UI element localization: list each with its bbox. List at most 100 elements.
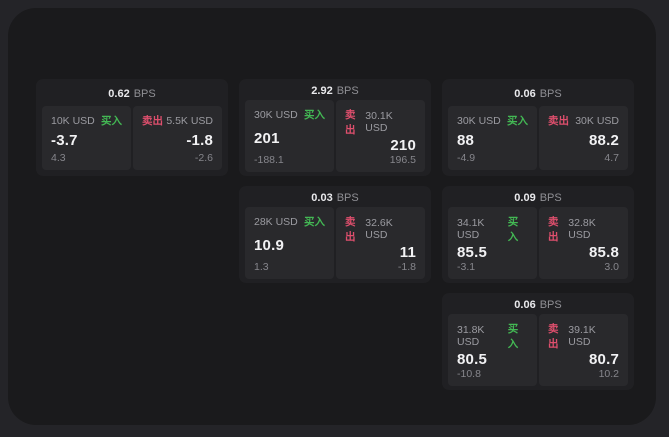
buy-amount: 30K USD (457, 114, 501, 127)
sell-side-label: 卖出 (142, 115, 163, 127)
price-panes: 34.1K USD 买入 85.5 -3.1 卖出 32.8K USD 85.8… (448, 207, 628, 279)
buy-pane[interactable]: 34.1K USD 买入 85.5 -3.1 (448, 207, 537, 279)
buy-side-label: 买入 (304, 216, 325, 228)
buy-price: 201 (254, 129, 280, 147)
buy-pane-header: 10K USD 买入 (51, 113, 122, 128)
buy-side-label: 买入 (101, 115, 122, 127)
bps-value: 2.92 (311, 85, 333, 97)
sell-amount: 30.1K USD (365, 110, 393, 134)
buy-price: 10.9 (254, 236, 284, 254)
buy-delta: 1.3 (254, 261, 269, 273)
buy-pane[interactable]: 30K USD 买入 201 -188.1 (245, 100, 334, 172)
sell-amount: 32.8K USD (568, 217, 596, 241)
buy-delta: 4.3 (51, 152, 66, 164)
sell-amount: 32.6K USD (365, 217, 393, 241)
sell-pane-header: 卖出 32.8K USD (548, 214, 619, 244)
bps-value: 0.62 (108, 88, 130, 100)
bps-unit-label: BPS (336, 85, 359, 97)
card-header: 0.03 BPS (245, 192, 425, 204)
bps-value: 0.09 (514, 192, 536, 204)
sell-pane[interactable]: 卖出 30K USD 88.2 4.7 (539, 106, 628, 170)
bps-unit-label: BPS (539, 88, 562, 100)
sell-pane[interactable]: 卖出 32.8K USD 85.8 3.0 (539, 207, 628, 279)
quote-card: 0.62 BPS 10K USD 买入 -3.7 4.3 卖出 5.5K USD… (36, 79, 228, 176)
bps-unit-label: BPS (539, 299, 562, 311)
sell-pane[interactable]: 卖出 30.1K USD 210 196.5 (336, 100, 425, 172)
buy-side-label: 买入 (507, 115, 528, 127)
bps-unit-label: BPS (539, 192, 562, 204)
buy-pane[interactable]: 28K USD 买入 10.9 1.3 (245, 207, 334, 279)
buy-delta: -188.1 (254, 154, 284, 166)
buy-pane-header: 30K USD 买入 (457, 113, 528, 128)
price-panes: 10K USD 买入 -3.7 4.3 卖出 5.5K USD -1.8 -2.… (42, 106, 222, 170)
buy-amount: 10K USD (51, 114, 95, 127)
bps-value: 0.06 (514, 299, 536, 311)
sell-pane[interactable]: 卖出 32.6K USD 11 -1.8 (336, 207, 425, 279)
sell-amount: 30K USD (575, 114, 619, 127)
card-header: 0.09 BPS (448, 192, 628, 204)
sell-pane[interactable]: 卖出 39.1K USD 80.7 10.2 (539, 314, 628, 386)
bps-unit-label: BPS (336, 192, 359, 204)
price-panes: 28K USD 买入 10.9 1.3 卖出 32.6K USD 11 -1.8 (245, 207, 425, 279)
buy-pane[interactable]: 31.8K USD 买入 80.5 -10.8 (448, 314, 537, 386)
bps-value: 0.06 (514, 88, 536, 100)
sell-price: 80.7 (589, 351, 619, 368)
sell-pane-header: 卖出 30K USD (548, 113, 619, 128)
price-panes: 31.8K USD 买入 80.5 -10.8 卖出 39.1K USD 80.… (448, 314, 628, 386)
sell-pane-header: 卖出 30.1K USD (345, 107, 416, 137)
buy-pane[interactable]: 30K USD 买入 88 -4.9 (448, 106, 537, 170)
buy-delta: -3.1 (457, 261, 476, 273)
sell-delta: -1.8 (397, 261, 416, 273)
sell-side-label: 卖出 (548, 323, 559, 350)
sell-side-label: 卖出 (548, 216, 559, 243)
price-panes: 30K USD 买入 88 -4.9 卖出 30K USD 88.2 4.7 (448, 106, 628, 170)
price-panes: 30K USD 买入 201 -188.1 卖出 30.1K USD 210 1… (245, 100, 425, 172)
sell-pane-header: 卖出 5.5K USD (142, 113, 213, 128)
buy-price: -3.7 (51, 131, 78, 149)
sell-amount: 39.1K USD (568, 324, 596, 348)
buy-price: 80.5 (457, 351, 487, 368)
buy-side-label: 买入 (304, 109, 325, 121)
sell-price: 11 (399, 244, 416, 261)
sell-side-label: 卖出 (345, 216, 356, 243)
buy-delta: -4.9 (457, 152, 476, 164)
buy-amount: 34.1K USD (457, 217, 485, 241)
buy-pane-header: 30K USD 买入 (254, 107, 325, 122)
app-panel: 0.62 BPS 10K USD 买入 -3.7 4.3 卖出 5.5K USD… (8, 8, 656, 425)
card-header: 2.92 BPS (245, 85, 425, 97)
sell-delta: 3.0 (604, 261, 619, 273)
bps-unit-label: BPS (133, 88, 156, 100)
quote-card: 0.03 BPS 28K USD 买入 10.9 1.3 卖出 32.6K US… (239, 186, 431, 283)
buy-pane-header: 31.8K USD 买入 (457, 321, 528, 351)
card-header: 0.06 BPS (448, 299, 628, 311)
buy-price: 88 (457, 131, 475, 149)
buy-amount: 30K USD (254, 108, 298, 121)
buy-pane-header: 28K USD 买入 (254, 214, 325, 229)
sell-pane[interactable]: 卖出 5.5K USD -1.8 -2.6 (133, 106, 222, 170)
quote-card: 2.92 BPS 30K USD 买入 201 -188.1 卖出 30.1K … (239, 79, 431, 176)
sell-delta: 10.2 (598, 368, 619, 380)
buy-pane[interactable]: 10K USD 买入 -3.7 4.3 (42, 106, 131, 170)
sell-pane-header: 卖出 32.6K USD (345, 214, 416, 244)
quote-card: 0.09 BPS 34.1K USD 买入 85.5 -3.1 卖出 32.8K… (442, 186, 634, 283)
buy-pane-header: 34.1K USD 买入 (457, 214, 528, 244)
bps-value: 0.03 (311, 192, 333, 204)
sell-price: 210 (390, 137, 416, 154)
sell-pane-header: 卖出 39.1K USD (548, 321, 619, 351)
quote-card: 0.06 BPS 30K USD 买入 88 -4.9 卖出 30K USD 8… (442, 79, 634, 176)
card-header: 0.06 BPS (448, 85, 628, 103)
sell-side-label: 卖出 (548, 115, 569, 127)
buy-delta: -10.8 (457, 368, 481, 380)
sell-side-label: 卖出 (345, 109, 356, 136)
buy-amount: 28K USD (254, 215, 298, 228)
buy-price: 85.5 (457, 244, 487, 261)
sell-price: 85.8 (589, 244, 619, 261)
sell-delta: -2.6 (194, 152, 213, 164)
buy-side-label: 买入 (507, 323, 519, 350)
sell-price: 88.2 (589, 131, 619, 149)
buy-amount: 31.8K USD (457, 324, 485, 348)
card-header: 0.62 BPS (42, 85, 222, 103)
sell-price: -1.8 (186, 131, 213, 149)
sell-amount: 5.5K USD (166, 114, 213, 127)
